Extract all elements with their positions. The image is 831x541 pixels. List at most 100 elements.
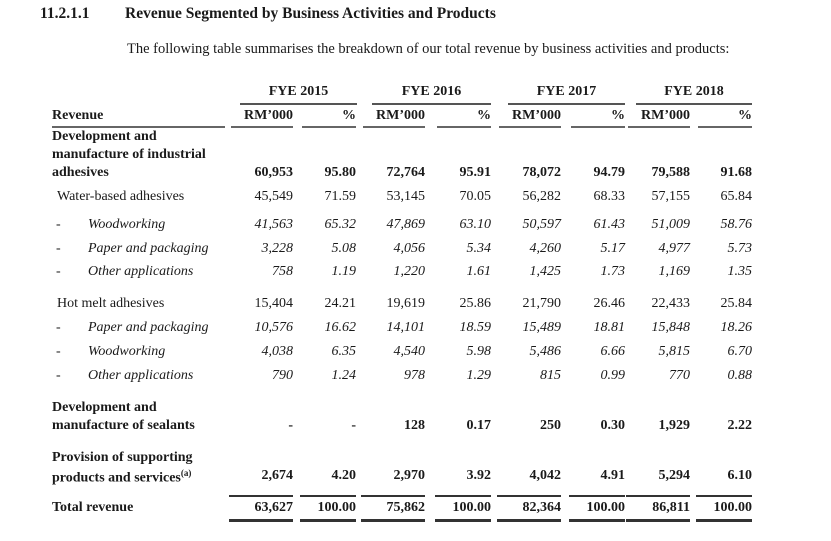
table-cell: 41,563: [254, 217, 294, 232]
table-cell: 63,627: [254, 500, 294, 515]
table-cell: 95.91: [459, 165, 492, 180]
column-unit-rule: [363, 126, 425, 128]
bullet-dash: -: [56, 368, 61, 383]
bullet-dash: -: [56, 344, 61, 359]
column-unit-rule: [571, 126, 625, 128]
section-title: 11.2.1.1 Revenue Segmented by Business Ac…: [40, 5, 496, 23]
table-cell: 26.46: [593, 296, 626, 311]
total-top-rule: [361, 495, 425, 497]
year-header: FYE 2016: [401, 84, 462, 99]
total-top-rule: [569, 495, 625, 497]
table-cell: 4.91: [600, 468, 626, 483]
table-cell: 5.73: [727, 241, 753, 256]
table-cell: 978: [404, 368, 425, 383]
table-cell: 770: [669, 368, 690, 383]
table-cell: 5,486: [529, 344, 562, 359]
table-cell: 18.59: [459, 320, 492, 335]
section-number: 11.2.1.1: [40, 5, 90, 22]
table-cell: 56,282: [522, 189, 562, 204]
section-heading: Revenue Segmented by Business Activities…: [125, 5, 496, 22]
table-cell: 758: [272, 264, 293, 279]
table-cell: 1,929: [658, 418, 691, 433]
table-cell: 790: [272, 368, 293, 383]
table-cell: 4,540: [393, 344, 426, 359]
total-bottom-rule: [435, 519, 491, 522]
row-label: products and services(a): [52, 468, 192, 486]
total-bottom-rule: [361, 519, 425, 522]
table-cell: 95.80: [324, 165, 357, 180]
row-label: Provision of supporting: [52, 450, 193, 465]
table-cell: 5,815: [658, 344, 691, 359]
column-unit-header: RM’000: [641, 108, 690, 123]
total-top-rule: [696, 495, 752, 497]
table-cell: 6.70: [727, 344, 753, 359]
table-cell: 1,220: [393, 264, 426, 279]
row-label: Water-based adhesives: [57, 189, 185, 204]
table-cell: 4,042: [529, 468, 562, 483]
total-bottom-rule: [229, 519, 293, 522]
table-cell: 1.29: [466, 368, 492, 383]
table-cell: 4,260: [529, 241, 562, 256]
total-bottom-rule: [569, 519, 625, 522]
table-cell: 1.19: [331, 264, 357, 279]
table-cell: 6.35: [331, 344, 357, 359]
table-cell: 82,364: [522, 500, 562, 515]
table-cell: 57,155: [651, 189, 691, 204]
table-cell: 6.10: [727, 468, 753, 483]
table-cell: 47,869: [386, 217, 426, 232]
table-cell: 14,101: [386, 320, 426, 335]
table-cell: 15,848: [651, 320, 691, 335]
table-cell: 50,597: [522, 217, 562, 232]
column-unit-header: RM’000: [376, 108, 425, 123]
row-label: Woodworking: [88, 344, 166, 359]
row-header-rule: [52, 126, 225, 128]
row-label: manufacture of sealants: [52, 418, 195, 433]
table-cell: 25.84: [720, 296, 753, 311]
table-cell: 86,811: [652, 500, 690, 515]
bullet-dash: -: [56, 217, 61, 232]
column-unit-rule: [628, 126, 690, 128]
year-header-rule: [372, 103, 491, 105]
footnote-marker: (a): [180, 468, 192, 478]
table-cell: 6.66: [600, 344, 626, 359]
table-cell: 1,169: [658, 264, 691, 279]
total-top-rule: [435, 495, 491, 497]
table-cell: 5.17: [600, 241, 626, 256]
bullet-dash: -: [56, 320, 61, 335]
column-unit-rule: [231, 126, 293, 128]
table-cell: -: [351, 418, 356, 433]
row-label: Woodworking: [88, 217, 166, 232]
total-bottom-rule: [300, 519, 356, 522]
table-cell: 0.30: [600, 418, 626, 433]
total-top-rule: [497, 495, 561, 497]
table-cell: 4,056: [393, 241, 426, 256]
bullet-dash: -: [56, 264, 61, 279]
column-unit-header: %: [342, 108, 356, 123]
total-top-rule: [229, 495, 293, 497]
table-cell: 58.76: [720, 217, 753, 232]
table-cell: 15,404: [254, 296, 294, 311]
table-cell: 1.61: [466, 264, 492, 279]
year-header: FYE 2017: [536, 84, 597, 99]
table-cell: 72,764: [386, 165, 426, 180]
table-cell: 21,790: [522, 296, 562, 311]
row-label: Other applications: [88, 264, 194, 279]
table-cell: 53,145: [386, 189, 426, 204]
total-bottom-rule: [696, 519, 752, 522]
column-unit-rule: [499, 126, 561, 128]
table-cell: 1.24: [331, 368, 357, 383]
table-cell: 18.81: [593, 320, 626, 335]
table-cell: 63.10: [459, 217, 492, 232]
total-bottom-rule: [626, 519, 690, 522]
table-cell: 4,977: [658, 241, 691, 256]
table-cell: 5.34: [466, 241, 492, 256]
column-unit-rule: [437, 126, 491, 128]
table-cell: 2,674: [261, 468, 294, 483]
table-cell: 94.79: [593, 165, 626, 180]
column-unit-header: %: [477, 108, 491, 123]
column-unit-header: RM’000: [244, 108, 293, 123]
table-cell: 128: [404, 418, 425, 433]
table-cell: 60,953: [254, 165, 294, 180]
table-cell: 65.84: [720, 189, 753, 204]
year-header-rule: [240, 103, 357, 105]
